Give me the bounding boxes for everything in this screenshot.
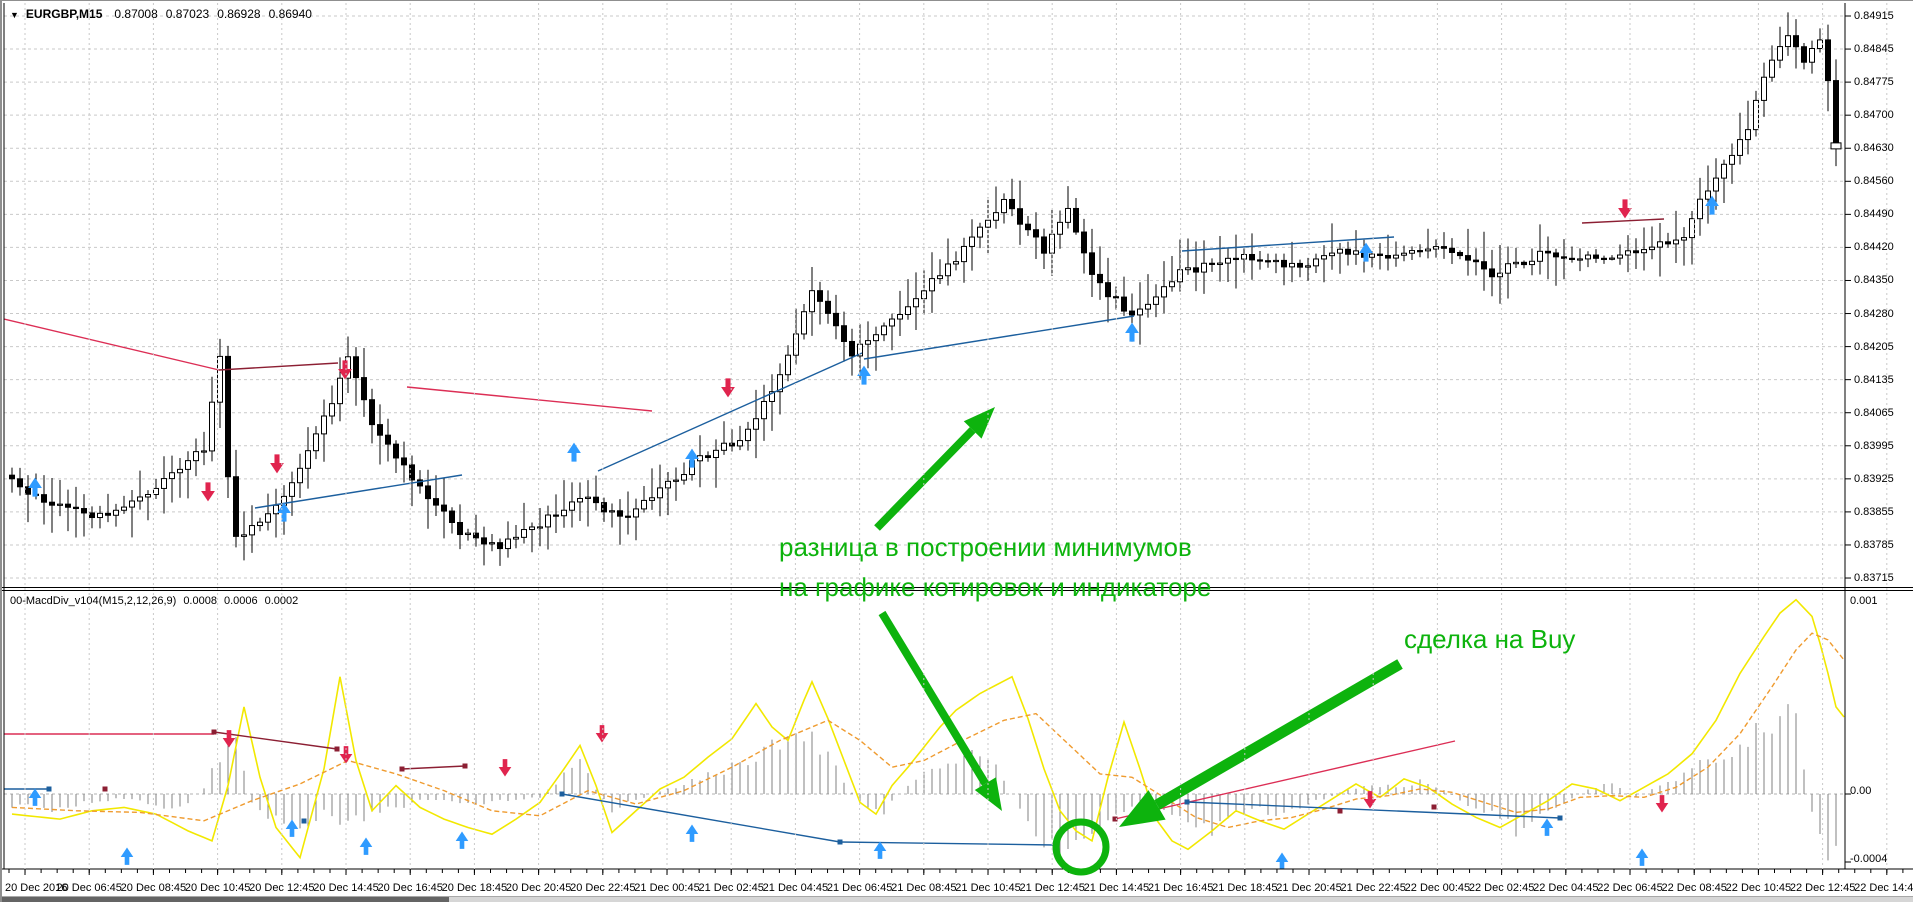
time-axis-label: 20 Dec 20:45	[505, 882, 572, 894]
price-axis-label: 0.84915	[1854, 10, 1894, 22]
time-axis-label: 22 Dec 00:45	[1404, 882, 1471, 894]
indicator-value-3: 0.0002	[264, 595, 299, 607]
price-axis-label: 0.84630	[1854, 142, 1894, 155]
time-axis-label: 22 Dec 12:45	[1789, 882, 1856, 894]
price-axis-label: 0.84135	[1854, 373, 1894, 386]
price-axis-label: 0.83785	[1854, 538, 1894, 551]
annotation-divergence-line2: на графике котировок и индикаторе	[779, 572, 1212, 602]
horizontal-scrollbar-thumb[interactable]	[2, 897, 449, 902]
price-axis-label: 0.83925	[1854, 472, 1894, 485]
price-axis-label: 0.84700	[1854, 109, 1894, 122]
time-axis-label: 20 Dec 16:45	[377, 882, 443, 894]
time-axis-label: 20 Dec 22:45	[570, 882, 636, 894]
time-axis-label: 21 Dec 00:45	[634, 882, 700, 894]
time-axis-label: 20 Dec 10:45	[184, 882, 251, 894]
price-axis-label: 0.84205	[1854, 340, 1894, 353]
symbol-period-label: EURGBP,M15	[25, 7, 103, 21]
price-axis-label: 0.84560	[1854, 175, 1894, 188]
chart-header: ▼ EURGBP,M15 0.87008 0.87023 0.86928 0.86940	[10, 7, 320, 21]
time-axis-label: 20 Dec 06:45	[56, 882, 122, 894]
time-axis-label: 22 Dec 10:45	[1725, 882, 1792, 894]
price-axis-label: 0.83855	[1854, 505, 1894, 518]
indicator-value-1: 0.0008	[183, 595, 217, 607]
time-axis-label: 21 Dec 06:45	[826, 882, 893, 894]
time-axis-label: 20 Dec 14:45	[313, 882, 379, 894]
time-axis-label: 22 Dec 04:45	[1533, 882, 1599, 894]
time-axis-label: 21 Dec 12:45	[1019, 882, 1085, 894]
price-axis-label: 0.84775	[1854, 76, 1894, 89]
price-axis-label: 0.83715	[1854, 572, 1894, 585]
time-axis-label: 22 Dec 06:45	[1597, 882, 1663, 894]
quote-low: 0.86928	[217, 7, 261, 21]
collapse-icon[interactable]: ▼	[10, 10, 19, 20]
horizontal-scrollbar-track[interactable]	[2, 897, 1913, 902]
time-axis-label: 21 Dec 18:45	[1212, 882, 1278, 894]
time-axis-label: 22 Dec 14:45	[1854, 882, 1913, 894]
quote-high: 0.87023	[165, 7, 210, 21]
price-axis-label: 0.84845	[1854, 43, 1894, 56]
price-axis-label: 0.84490	[1854, 208, 1894, 221]
indicator-header: 00-MacdDiv_v104(M15,2,12,26,9) 0.0008 0.00…	[10, 595, 305, 607]
price-axis-label: 0.83995	[1854, 439, 1894, 452]
time-axis-label: 21 Dec 08:45	[891, 882, 957, 894]
quote-close: 0.86940	[268, 7, 312, 21]
annotation-buy-trade: сделка на Buy	[1404, 624, 1576, 654]
scrollbar-divider	[2, 896, 1913, 897]
time-axis-label: 21 Dec 14:45	[1083, 882, 1150, 894]
annotation-divergence-line1: разница в построении минимумов	[779, 532, 1192, 562]
indicator-name: 00-MacdDiv_v104(M15,2,12,26,9)	[10, 595, 177, 607]
time-axis-label: 21 Dec 20:45	[1276, 882, 1342, 894]
time-axis-label: 21 Dec 16:45	[1147, 882, 1214, 894]
time-axis-label: 20 Dec 12:45	[249, 882, 315, 894]
price-axis-label: 0.84065	[1854, 406, 1894, 419]
time-axis-label: 21 Dec 02:45	[698, 882, 764, 894]
price-axis-label: 0.84280	[1854, 307, 1894, 320]
price-axis-label: 0.84420	[1854, 241, 1894, 254]
quote-open: 0.87008	[114, 7, 158, 21]
time-axis-label: 20 Dec 18:45	[441, 882, 508, 894]
time-axis-label: 20 Dec 08:45	[120, 882, 187, 894]
time-axis-label: 21 Dec 04:45	[762, 882, 829, 894]
time-axis-label: 21 Dec 10:45	[955, 882, 1021, 894]
indicator-axis-label: -0.0004	[1850, 853, 1888, 865]
time-axis-label: 22 Dec 02:45	[1468, 882, 1535, 894]
time-axis-label: 21 Dec 22:45	[1340, 882, 1406, 894]
time-axis-label: 22 Dec 08:45	[1661, 882, 1727, 894]
indicator-axis-label: 0.001	[1850, 595, 1878, 607]
indicator-axis-label: 0.00	[1850, 785, 1872, 797]
time-axis-label: 20 Dec 2016	[5, 882, 68, 894]
indicator-value-2: 0.0006	[223, 595, 258, 607]
price-axis-label: 0.84350	[1854, 274, 1894, 287]
